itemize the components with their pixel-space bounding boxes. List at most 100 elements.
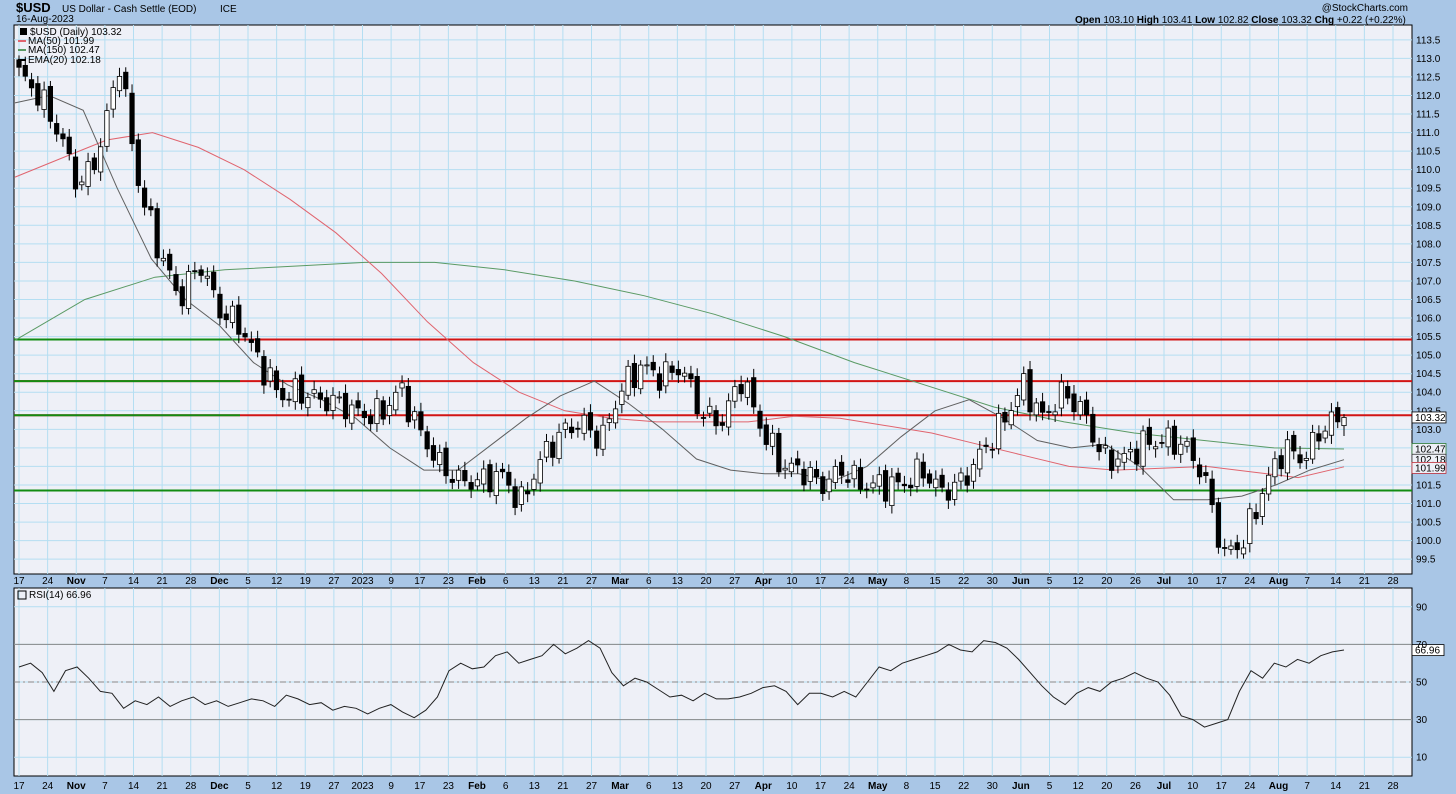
date-tick-label: 17 bbox=[414, 576, 426, 587]
date-tick-label: 10 bbox=[786, 576, 798, 587]
candle-body bbox=[1272, 458, 1278, 478]
candle-body bbox=[738, 384, 744, 395]
candle-body bbox=[336, 396, 342, 399]
candle-body bbox=[958, 472, 964, 482]
candle-body bbox=[148, 206, 154, 211]
price-tick-label: 106.0 bbox=[1416, 314, 1441, 325]
rsi-date-tick-label: 21 bbox=[1359, 781, 1371, 792]
price-tick-label: 100.5 bbox=[1416, 518, 1441, 529]
grid-lines bbox=[14, 25, 1412, 776]
candle-body bbox=[386, 405, 393, 416]
candle-body bbox=[1266, 474, 1272, 495]
price-tick-label: 105.0 bbox=[1416, 351, 1441, 362]
rsi-date-tick-label: Mar bbox=[611, 781, 629, 792]
candle-body bbox=[989, 448, 995, 451]
candle-body bbox=[1165, 427, 1171, 448]
price-tick-label: 108.5 bbox=[1416, 221, 1441, 232]
ma50-price-tag-box bbox=[1411, 462, 1447, 474]
candle-body bbox=[970, 464, 977, 482]
candle-body bbox=[581, 414, 587, 434]
date-tick-label: Dec bbox=[210, 576, 229, 587]
candle-body bbox=[600, 424, 606, 450]
candle-body bbox=[707, 405, 713, 414]
candle-body bbox=[650, 361, 656, 371]
candle-body bbox=[28, 79, 35, 89]
candle-body bbox=[518, 486, 524, 505]
candle-body bbox=[700, 417, 707, 419]
candle-body bbox=[769, 432, 776, 447]
candle-body bbox=[129, 92, 135, 145]
candle-body bbox=[355, 400, 361, 409]
instrument-name: US Dollar - Cash Settle (EOD) bbox=[62, 4, 196, 15]
candle-body bbox=[952, 481, 958, 500]
candle-body bbox=[368, 415, 374, 425]
candle-body bbox=[908, 484, 914, 489]
candle-body bbox=[298, 374, 305, 404]
date-tick-label: 24 bbox=[844, 576, 856, 587]
price-tick-label: 101.5 bbox=[1416, 480, 1441, 491]
date-tick-label: 27 bbox=[328, 576, 340, 587]
candle-body bbox=[1039, 401, 1046, 413]
candle-body bbox=[167, 253, 173, 271]
price-tick-label: 105.5 bbox=[1416, 332, 1441, 343]
rsi-date-tick-label: 14 bbox=[1330, 781, 1342, 792]
candle-body bbox=[832, 466, 838, 483]
date-tick-label: 15 bbox=[929, 576, 941, 587]
date-tick-label: Apr bbox=[755, 576, 772, 587]
candle-body bbox=[625, 365, 631, 396]
candle-body bbox=[1109, 449, 1115, 471]
low-value: 102.82 bbox=[1218, 15, 1249, 26]
high-label: High bbox=[1137, 15, 1159, 26]
rsi-date-tick-label: Jul bbox=[1157, 781, 1172, 792]
candle-body bbox=[713, 410, 719, 427]
candle-body bbox=[1259, 493, 1265, 517]
close-price-tag-box bbox=[1411, 411, 1447, 424]
price-tick-label: 109.0 bbox=[1416, 202, 1441, 213]
candle-body bbox=[550, 441, 556, 458]
candle-body bbox=[1014, 395, 1021, 408]
price-tick-label: 108.0 bbox=[1416, 239, 1441, 250]
candle-body bbox=[964, 475, 970, 486]
date-tick-label: 10 bbox=[1187, 576, 1199, 587]
price-tick-label: 104.5 bbox=[1416, 369, 1441, 380]
candle-body bbox=[248, 339, 254, 343]
candle-body bbox=[694, 376, 700, 415]
candle-body bbox=[1090, 413, 1096, 443]
date-tick-label: Feb bbox=[468, 576, 486, 587]
candle-body bbox=[1134, 448, 1140, 465]
candle-body bbox=[569, 426, 575, 434]
candle-body bbox=[374, 398, 380, 424]
candle-body bbox=[1190, 437, 1196, 461]
ema20-price-tag: 102.18 bbox=[1415, 455, 1446, 466]
candle-body bbox=[22, 64, 28, 77]
candle-body bbox=[35, 83, 41, 106]
date-tick-label: 14 bbox=[1330, 576, 1342, 587]
rsi-tick-label: 70 bbox=[1416, 640, 1428, 651]
date-tick-label: Jul bbox=[1157, 576, 1172, 587]
rsi-date-tick-label: 26 bbox=[1130, 781, 1142, 792]
rsi-date-tick-label: 27 bbox=[729, 781, 741, 792]
candle-body bbox=[788, 462, 794, 473]
candle-body bbox=[1310, 431, 1316, 460]
candle-body bbox=[1196, 464, 1203, 478]
candle-body bbox=[1046, 411, 1052, 413]
candle-body bbox=[1115, 458, 1121, 467]
date-tick-label: 19 bbox=[300, 576, 312, 587]
candle-body bbox=[154, 208, 160, 259]
open-value: 103.10 bbox=[1103, 15, 1134, 26]
rsi-date-tick-label: 20 bbox=[700, 781, 712, 792]
candle-body bbox=[744, 381, 751, 398]
date-tick-label: Mar bbox=[611, 576, 629, 587]
legend-ma50: MA(50) 101.99 bbox=[28, 36, 95, 47]
candle-body bbox=[1146, 426, 1152, 445]
price-tick-label: 111.0 bbox=[1416, 128, 1440, 139]
date-tick-label: 7 bbox=[1304, 576, 1310, 587]
rsi-date-tick-label: 7 bbox=[102, 781, 108, 792]
rsi-date-tick-label: 12 bbox=[271, 781, 283, 792]
candle-body bbox=[98, 146, 104, 173]
rsi-date-tick-label: 24 bbox=[42, 781, 54, 792]
candle-body bbox=[1027, 369, 1033, 413]
rsi-date-tick-label: Dec bbox=[210, 781, 229, 792]
candle-body bbox=[757, 410, 763, 429]
price-tick-label: 107.0 bbox=[1416, 276, 1441, 287]
